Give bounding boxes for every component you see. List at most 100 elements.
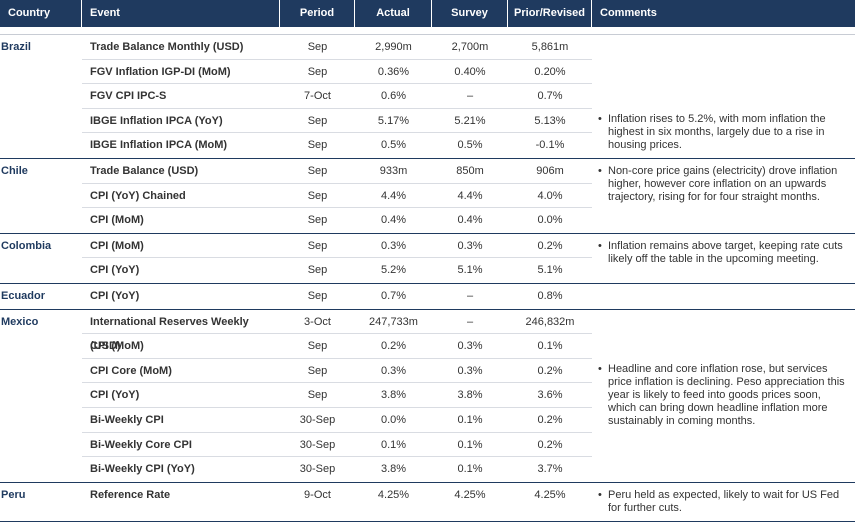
- value-cell: 5,861m: [508, 35, 592, 60]
- header-cell: Country: [0, 0, 82, 27]
- value-cell: 0.7%: [508, 84, 592, 109]
- value-cell: 0.3%: [355, 234, 432, 259]
- country-name: Peru: [1, 488, 26, 501]
- comment: Non-core price gains (electricity) drove…: [592, 159, 855, 210]
- country-group: Brazil Trade Balance Monthly (USD) Sep 2,99…: [0, 35, 855, 159]
- value-cell: 0.20%: [508, 60, 592, 85]
- value-cell: 4.25%: [454, 488, 486, 501]
- value-cell: Sep: [280, 234, 355, 259]
- country-name: Mexico: [1, 315, 39, 328]
- event-name: Bi-Weekly Core CPI: [82, 433, 280, 458]
- header-cell: Prior/Revised: [508, 0, 592, 27]
- value-cell: 3-Oct: [280, 310, 355, 335]
- value-cell: 0.3%: [432, 334, 508, 359]
- country-group: Mexico International Reserves Weekly (USD…: [0, 310, 855, 483]
- value-cell: Sep: [307, 214, 328, 227]
- country-group: Ecuador CPI (YoY) Sep 0.7% – 0.8%: [0, 284, 855, 310]
- event-name: CPI (YoY) Chained: [82, 184, 280, 209]
- value-cell: 2,700m: [432, 35, 508, 60]
- value-cell: Sep: [307, 289, 328, 302]
- event-name: Trade Balance (USD): [82, 159, 280, 184]
- value-cell: 0.1%: [508, 334, 592, 359]
- value-cell: 3.7%: [537, 463, 563, 476]
- value-cell: –: [432, 310, 508, 335]
- value-cell: 2,990m: [355, 35, 432, 60]
- value-cell: 0.2%: [508, 359, 592, 384]
- value-cell: 0.1%: [432, 408, 508, 433]
- event-name: Bi-Weekly CPI: [82, 408, 280, 433]
- value-cell: 30-Sep: [299, 463, 336, 476]
- event-name: CPI (MoM): [90, 214, 144, 227]
- event-name: FGV CPI IPC-S: [82, 84, 280, 109]
- value-cell: 0.1%: [457, 463, 483, 476]
- event-name: CPI (YoY): [90, 289, 140, 302]
- comment: Inflation rises to 5.2%, with mom inflat…: [592, 107, 855, 158]
- country-group: Peru Reference Rate 9-Oct 4.25% 4.25% 4.25% Pe…: [0, 483, 855, 522]
- value-cell: 3.6%: [508, 383, 592, 408]
- event-name: CPI (MoM): [82, 234, 280, 259]
- event-name: Bi-Weekly CPI (YoY): [90, 463, 195, 476]
- value-cell: 0.2%: [508, 234, 592, 259]
- value-cell: 7-Oct: [280, 84, 355, 109]
- value-cell: 30-Sep: [280, 408, 355, 433]
- value-cell: 4.25%: [534, 488, 566, 501]
- value-cell: 5.13%: [508, 109, 592, 134]
- header-cell: Event: [82, 0, 280, 27]
- event-name: IBGE Inflation IPCA (MoM): [90, 139, 228, 152]
- header-cell: Comments: [600, 7, 657, 19]
- table-body: Brazil Trade Balance Monthly (USD) Sep 2,99…: [0, 34, 855, 522]
- value-cell: -0.1%: [535, 139, 565, 152]
- value-cell: Sep: [280, 383, 355, 408]
- value-cell: 0.1%: [432, 433, 508, 458]
- value-cell: 0.1%: [355, 433, 432, 458]
- header-cell: Actual: [355, 0, 432, 27]
- value-cell: 0.0%: [355, 408, 432, 433]
- value-cell: 0.0%: [537, 214, 563, 227]
- value-cell: 4.0%: [508, 184, 592, 209]
- header-cell: Period: [280, 0, 355, 27]
- value-cell: 5.21%: [432, 109, 508, 134]
- event-name: CPI (YoY): [82, 383, 280, 408]
- value-cell: 0.7%: [380, 289, 407, 302]
- value-cell: 0.4%: [457, 214, 483, 227]
- value-cell: Sep: [280, 359, 355, 384]
- value-cell: 0.40%: [432, 60, 508, 85]
- value-cell: 0.3%: [355, 359, 432, 384]
- value-cell: Sep: [280, 159, 355, 184]
- event-name: Trade Balance Monthly (USD): [82, 35, 280, 60]
- value-cell: Sep: [280, 184, 355, 209]
- value-cell: 0.6%: [355, 84, 432, 109]
- value-cell: 3.8%: [380, 463, 407, 476]
- country-name: Ecuador: [1, 289, 46, 302]
- value-cell: 0.8%: [537, 289, 563, 302]
- value-cell: 5.2%: [380, 264, 407, 277]
- value-cell: 906m: [508, 159, 592, 184]
- value-cell: –: [432, 84, 508, 109]
- value-cell: 30-Sep: [280, 433, 355, 458]
- value-cell: 0.3%: [432, 234, 508, 259]
- event-name: CPI (MoM): [82, 334, 280, 359]
- value-cell: 246,832m: [508, 310, 592, 335]
- country-name: Chile: [1, 164, 28, 177]
- comment: Inflation remains above target, keeping …: [592, 234, 855, 272]
- value-cell: Sep: [280, 334, 355, 359]
- event-name: CPI Core (MoM): [82, 359, 280, 384]
- event-name: CPI (YoY): [90, 264, 140, 277]
- event-name: IBGE Inflation IPCA (YoY): [82, 109, 280, 134]
- table-header: Country Event Period Actual Survey Prior/Revi…: [0, 0, 855, 27]
- value-cell: 0.3%: [432, 359, 508, 384]
- header-cell: Survey: [432, 0, 508, 27]
- value-cell: 5.1%: [457, 264, 483, 277]
- value-cell: Sep: [280, 60, 355, 85]
- value-cell: 4.4%: [355, 184, 432, 209]
- value-cell: 4.4%: [432, 184, 508, 209]
- value-cell: Sep: [307, 264, 328, 277]
- comment: Peru held as expected, likely to wait fo…: [592, 483, 855, 521]
- value-cell: 0.2%: [508, 408, 592, 433]
- value-cell: Sep: [280, 35, 355, 60]
- country-group: Colombia CPI (MoM) Sep 0.3% 0.3% 0.2% CPI (YoY…: [0, 234, 855, 284]
- country-name: Colombia: [1, 239, 52, 252]
- value-cell: 247,733m: [355, 310, 432, 335]
- value-cell: 3.8%: [355, 383, 432, 408]
